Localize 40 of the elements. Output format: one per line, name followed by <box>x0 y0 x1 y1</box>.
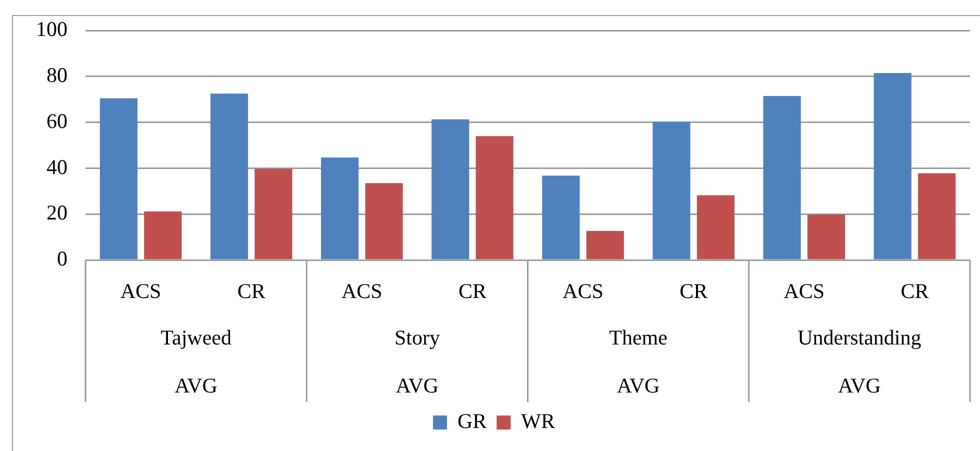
text: AVG <box>616 374 660 398</box>
x-tick-label: CR <box>680 279 708 304</box>
x-tick-label: CR <box>458 279 486 304</box>
y-tick-label: 40 <box>46 154 68 179</box>
x-tick-label: ACS <box>562 279 604 304</box>
bar <box>586 230 624 260</box>
bar <box>652 122 690 260</box>
bar <box>807 214 846 260</box>
text: AVG <box>174 374 218 398</box>
bar <box>321 157 359 260</box>
bar <box>210 94 248 260</box>
y-tick-label: 80 <box>46 62 68 87</box>
text: Story <box>394 326 440 350</box>
x-tick-label: CR <box>237 279 266 304</box>
text: Understanding <box>798 326 922 350</box>
text: AVG <box>838 374 881 398</box>
bar <box>365 183 403 260</box>
bar <box>100 98 138 260</box>
y-tick-label: 20 <box>46 200 68 225</box>
y-tick-label: 60 <box>46 108 68 133</box>
bar <box>874 73 912 260</box>
x-tick-label: ACS <box>341 279 382 304</box>
legend-label: WR <box>521 409 555 434</box>
text: Tajweed <box>160 326 232 350</box>
bar <box>254 168 292 260</box>
x-tick-label: CR <box>900 279 929 304</box>
bar <box>542 176 580 260</box>
bar <box>696 195 734 260</box>
y-tick-label: 100 <box>36 17 68 42</box>
legend-label: GR <box>458 409 487 434</box>
bar <box>144 211 182 260</box>
text: AVG <box>396 374 439 398</box>
bar <box>763 96 801 260</box>
y-tick-label: 0 <box>57 246 68 271</box>
x-tick-label: ACS <box>120 279 162 304</box>
bar <box>476 136 514 260</box>
bar <box>432 119 470 260</box>
bar <box>918 173 956 260</box>
x-tick-label: ACS <box>784 279 825 304</box>
text: Theme <box>609 326 668 350</box>
